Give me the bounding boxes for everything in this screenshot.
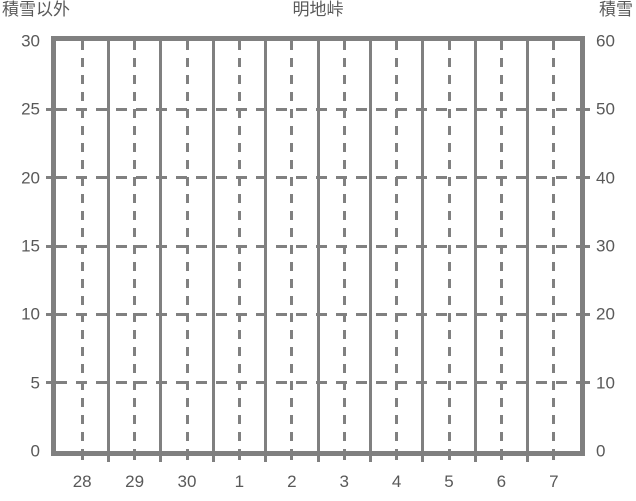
chart-title: 明地峠 (292, 0, 344, 19)
tick-mark-right-axis (584, 381, 590, 385)
tick-label-x-axis: 30 (177, 472, 197, 491)
tick-mark-x-axis-major (526, 455, 530, 462)
grid-layer (56, 41, 580, 451)
tick-mark-left-axis (46, 244, 52, 248)
tick-label-x-axis: 4 (391, 472, 402, 491)
tick-mark-x-axis-major (421, 455, 425, 462)
tick-mark-left-axis (46, 176, 52, 180)
tick-label-left-axis: 5 (30, 373, 40, 393)
tick-label-left-axis: 10 (21, 304, 40, 324)
tick-label-left-axis: 25 (21, 99, 40, 119)
tick-label-x-axis: 6 (496, 472, 507, 491)
tick-mark-x-axis-minor (80, 455, 84, 460)
tick-mark-right-axis (584, 176, 590, 180)
tick-mark-x-axis-major (106, 455, 110, 462)
tick-mark-left-axis (46, 381, 52, 385)
tick-label-x-axis: 3 (339, 472, 349, 491)
tick-label-right-axis: 50 (596, 99, 615, 119)
tick-label-right-axis: 0 (596, 441, 606, 461)
tick-label-right-axis: 60 (596, 31, 615, 51)
tick-mark-x-axis-major (316, 455, 320, 462)
tick-label-right-axis: 40 (596, 168, 615, 188)
tick-mark-x-axis-major (211, 455, 215, 462)
tick-mark-x-axis-minor (552, 455, 556, 460)
tick-label-left-axis: 0 (30, 441, 40, 461)
tick-mark-x-axis-major (264, 455, 268, 462)
tick-mark-x-axis-minor (499, 455, 503, 460)
tick-label-x-axis: 5 (444, 472, 454, 491)
gridline-horizontal (56, 381, 580, 385)
tick-mark-right-axis (584, 244, 590, 248)
tick-label-x-axis: 2 (287, 472, 297, 491)
tick-mark-x-axis-minor (342, 455, 346, 460)
tick-mark-left-axis (46, 107, 52, 111)
tick-mark-right-axis (584, 107, 590, 111)
right-axis-caption: 積雪 (599, 0, 633, 19)
tick-label-right-axis: 20 (596, 304, 615, 324)
gridline-horizontal (56, 244, 580, 248)
tick-mark-x-axis-minor (237, 455, 241, 460)
plot-area (51, 36, 585, 456)
tick-mark-x-axis-minor (447, 455, 451, 460)
tick-mark-left-axis (46, 312, 52, 316)
tick-mark-x-axis-major (159, 455, 163, 462)
tick-label-left-axis: 15 (21, 236, 40, 256)
tick-mark-x-axis-major (368, 455, 372, 462)
tick-label-x-axis: 29 (125, 472, 145, 491)
tick-label-x-axis: 7 (549, 472, 559, 491)
tick-label-x-axis: 1 (234, 472, 245, 491)
gridline-horizontal (56, 107, 580, 111)
tick-label-right-axis: 10 (596, 373, 615, 393)
tick-mark-x-axis-minor (185, 455, 189, 460)
tick-label-right-axis: 30 (596, 236, 615, 256)
tick-mark-x-axis-minor (290, 455, 294, 460)
tick-mark-right-axis (584, 312, 590, 316)
tick-label-x-axis: 28 (72, 472, 92, 491)
gridline-horizontal (56, 312, 580, 316)
tick-mark-x-axis-minor (133, 455, 137, 460)
tick-label-left-axis: 30 (21, 31, 40, 51)
left-axis-caption: 積雪以外 (2, 0, 70, 19)
tick-mark-x-axis-major (473, 455, 477, 462)
tick-label-left-axis: 20 (21, 168, 40, 188)
gridline-horizontal (56, 176, 580, 180)
tick-mark-x-axis-minor (395, 455, 399, 460)
